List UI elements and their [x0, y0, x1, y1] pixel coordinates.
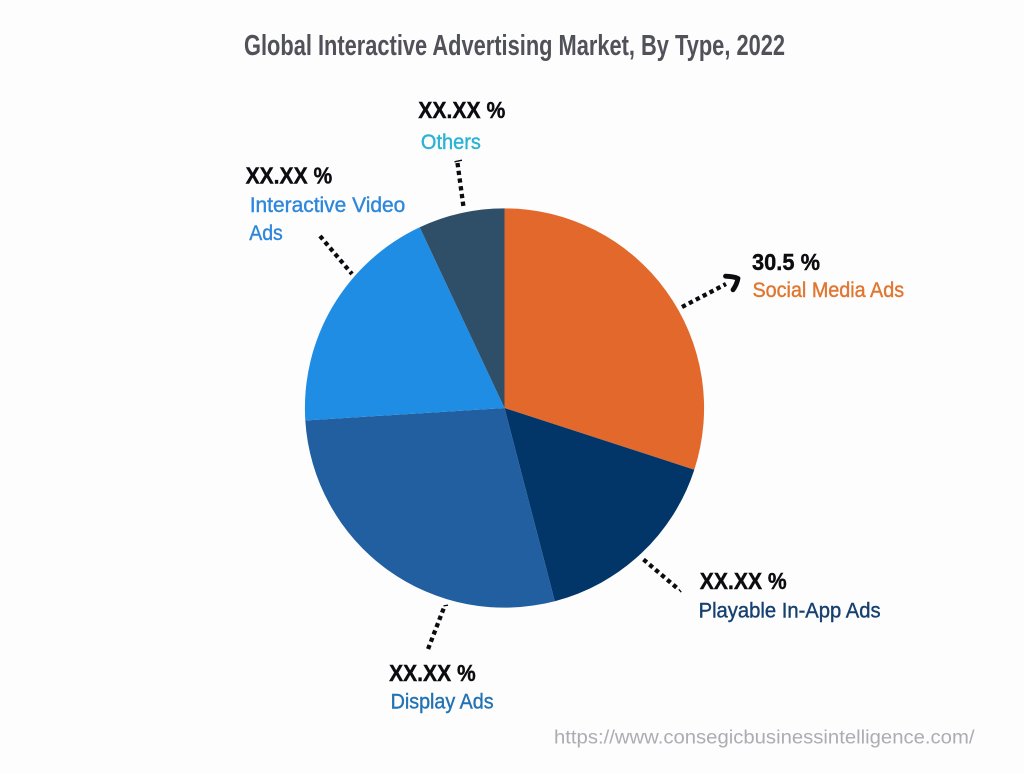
svg-text:XX.XX %: XX.XX %: [418, 97, 505, 123]
svg-text:Playable In-App Ads: Playable In-App Ads: [699, 598, 881, 623]
svg-text:XX.XX %: XX.XX %: [389, 660, 476, 686]
svg-text:XX.XX %: XX.XX %: [246, 162, 333, 188]
svg-text:Display Ads: Display Ads: [391, 688, 494, 713]
svg-text:Social Media Ads: Social Media Ads: [753, 277, 905, 302]
svg-text:Global Interactive Advertising: Global Interactive Advertising Market, B…: [244, 30, 785, 62]
svg-text:XX.XX %: XX.XX %: [700, 568, 787, 594]
svg-text:Interactive Video: Interactive Video: [250, 192, 406, 217]
svg-text:30.5 %: 30.5 %: [752, 249, 820, 275]
svg-text:https://www.consegicbusinessin: https://www.consegicbusinessintelligence…: [554, 727, 975, 749]
svg-text:Others: Others: [421, 129, 481, 154]
svg-text:Ads: Ads: [249, 220, 283, 245]
